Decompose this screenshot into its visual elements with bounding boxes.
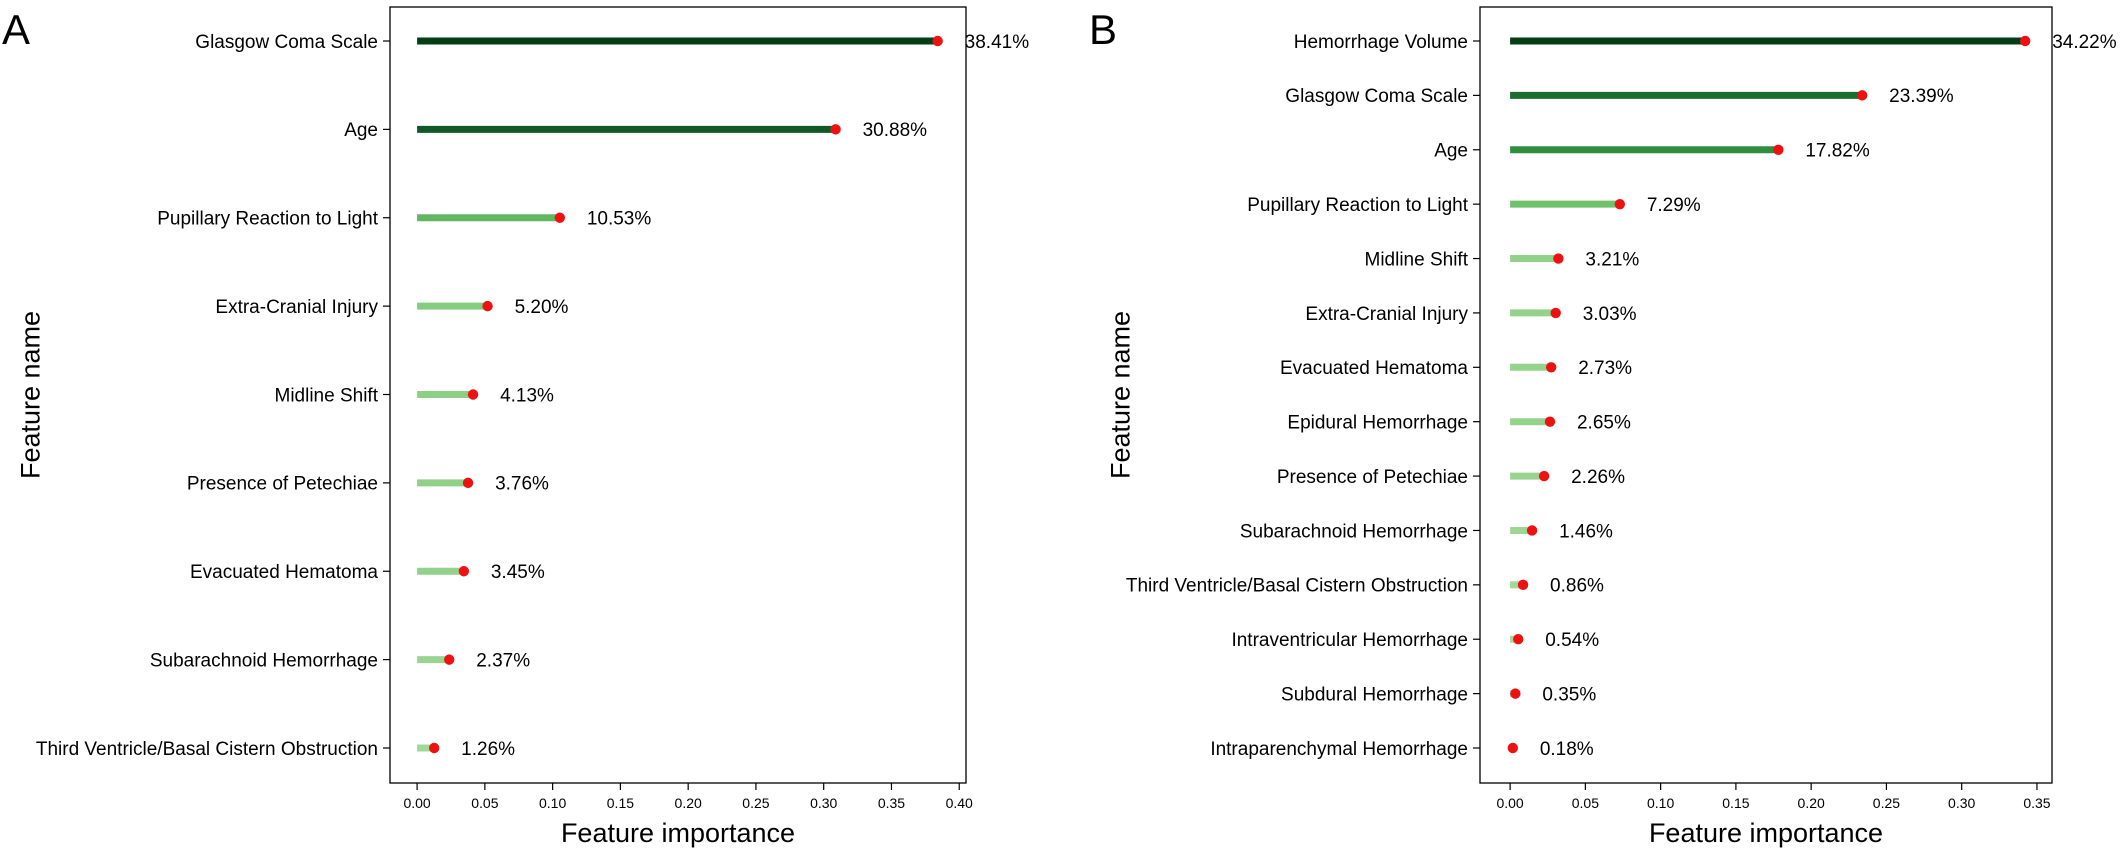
- data-label: 0.86%: [1550, 576, 1604, 597]
- x-tick-label: 0.10: [1647, 795, 1674, 811]
- lollipop-marker: [1507, 742, 1519, 754]
- x-tick-label: 0.20: [1798, 795, 1825, 811]
- lollipop-marker: [1538, 470, 1550, 482]
- lollipop-marker: [2020, 35, 2031, 47]
- x-tick-label: 0.25: [1873, 795, 1900, 811]
- plot-frame: [1479, 6, 2053, 784]
- panel-letter: B: [1089, 6, 1117, 53]
- lollipop-marker: [467, 389, 479, 400]
- lollipop-marker: [1510, 688, 1521, 699]
- data-label: 3.21%: [1585, 249, 1639, 270]
- category-label: Subdural Hemorrhage: [1281, 684, 1468, 705]
- x-tick-label: 0.35: [878, 795, 905, 811]
- category-label: Third Ventricle/Basal Cistern Obstructio…: [36, 739, 378, 760]
- lollipop-marker: [554, 212, 566, 223]
- lollipop-marker: [444, 654, 455, 665]
- data-label: 34.22%: [2052, 32, 2117, 53]
- category-label: Pupillary Reaction to Light: [1247, 195, 1468, 216]
- x-tick-label: 0.30: [810, 795, 837, 811]
- x-tick-label: 0.00: [403, 795, 430, 811]
- data-label: 17.82%: [1805, 141, 1870, 162]
- category-label: Intraparenchymal Hemorrhage: [1210, 739, 1468, 760]
- category-label: Evacuated Hematoma: [1280, 358, 1468, 379]
- category-label: Presence of Petechiae: [187, 474, 378, 495]
- category-label: Subarachnoid Hemorrhage: [150, 650, 378, 671]
- x-tick-label: 0.35: [2023, 795, 2050, 811]
- lollipop-marker: [1773, 144, 1784, 155]
- category-label: Glasgow Coma Scale: [1285, 86, 1468, 107]
- category-label: Subarachnoid Hemorrhage: [1240, 521, 1468, 542]
- chart-panel-b: B Feature name Feature importance 0.00 0.05 0…: [1089, 6, 2117, 848]
- data-label: 0.35%: [1542, 684, 1596, 705]
- x-tick-label: 0.05: [471, 795, 498, 811]
- category-label: Age: [344, 120, 378, 141]
- data-label: 2.37%: [476, 650, 530, 671]
- category-label: Third Ventricle/Basal Cistern Obstructio…: [1126, 576, 1468, 597]
- x-tick-label: 0.05: [1572, 795, 1599, 811]
- data-label: 3.45%: [491, 562, 545, 583]
- x-tick-label: 0.15: [1722, 795, 1749, 811]
- x-tick-label: 0.00: [1496, 795, 1523, 811]
- lollipop-marker: [482, 300, 493, 312]
- category-label: Age: [1434, 141, 1468, 162]
- x-axis-label: Feature importance: [1649, 818, 1883, 848]
- lollipop-marker: [428, 742, 440, 754]
- data-label: 5.20%: [515, 297, 569, 318]
- data-label: 2.26%: [1571, 467, 1625, 488]
- category-label: Extra-Cranial Injury: [1305, 304, 1468, 325]
- data-label: 3.03%: [1583, 304, 1637, 325]
- lollipop-marker: [1550, 307, 1561, 319]
- x-tick-label: 0.10: [539, 795, 566, 811]
- data-label: 2.73%: [1578, 358, 1632, 379]
- lollipop-marker: [1517, 579, 1529, 591]
- category-label: Extra-Cranial Injury: [215, 297, 378, 318]
- y-axis-label: Feature name: [1105, 311, 1135, 479]
- lollipop-marker: [1526, 525, 1538, 536]
- x-tick-label: 0.40: [946, 795, 973, 811]
- data-label: 1.46%: [1559, 521, 1613, 542]
- data-label: 30.88%: [863, 120, 928, 141]
- lollipop-marker: [1545, 362, 1557, 373]
- lollipop-marker: [462, 477, 474, 489]
- category-label: Hemorrhage Volume: [1294, 32, 1468, 53]
- data-label: 1.26%: [461, 739, 515, 760]
- lollipop-marker: [1544, 416, 1556, 427]
- x-tick-label: 0.30: [1948, 795, 1975, 811]
- category-label: Glasgow Coma Scale: [195, 32, 378, 53]
- category-label: Midline Shift: [1365, 249, 1469, 270]
- lollipop-marker: [1856, 90, 1868, 101]
- data-label: 4.13%: [500, 385, 554, 406]
- data-label: 7.29%: [1647, 195, 1701, 216]
- y-axis-label: Feature name: [15, 311, 45, 479]
- x-tick-label: 0.15: [607, 795, 634, 811]
- panel-letter: A: [2, 6, 30, 53]
- lollipop-marker: [458, 566, 470, 577]
- data-label: 2.65%: [1577, 413, 1631, 434]
- category-label: Presence of Petechiae: [1277, 467, 1468, 488]
- category-label: Pupillary Reaction to Light: [157, 209, 378, 230]
- lollipop-marker: [1614, 198, 1626, 210]
- category-label: Evacuated Hematoma: [190, 562, 378, 583]
- data-label: 23.39%: [1889, 86, 1954, 107]
- x-tick-label: 0.20: [675, 795, 702, 811]
- data-label: 38.41%: [965, 32, 1030, 53]
- lollipop-marker: [1553, 253, 1564, 264]
- lollipop-marker: [1513, 634, 1524, 645]
- category-label: Epidural Hemorrhage: [1287, 413, 1468, 434]
- x-axis-label: Feature importance: [561, 818, 795, 848]
- data-label: 10.53%: [587, 209, 652, 230]
- chart-panel-a: A Feature name Feature importance 0.00 0.05 0…: [2, 6, 1029, 848]
- category-label: Intraventricular Hemorrhage: [1231, 630, 1468, 651]
- lollipop-marker: [830, 124, 841, 135]
- x-tick-label: 0.25: [742, 795, 769, 811]
- data-label: 0.54%: [1545, 630, 1599, 651]
- data-label: 3.76%: [495, 474, 549, 495]
- data-label: 0.18%: [1540, 739, 1594, 760]
- lollipop-marker: [932, 35, 943, 47]
- category-label: Midline Shift: [275, 385, 379, 406]
